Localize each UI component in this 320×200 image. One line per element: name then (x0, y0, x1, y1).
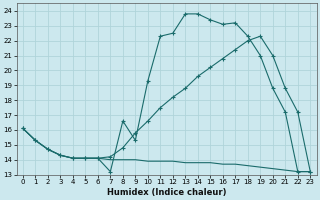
X-axis label: Humidex (Indice chaleur): Humidex (Indice chaleur) (107, 188, 226, 197)
